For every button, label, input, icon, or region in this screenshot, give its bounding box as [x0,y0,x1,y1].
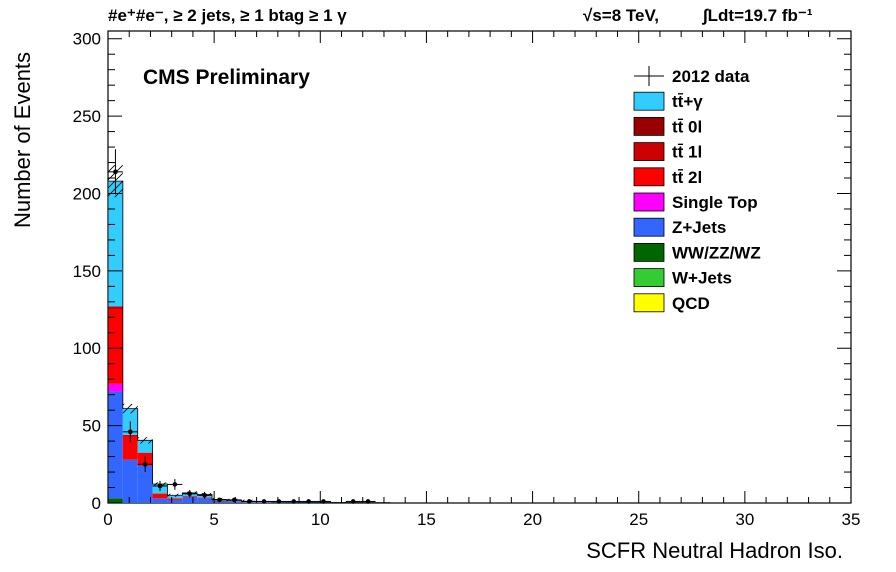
legend-entry-7: WW/ZZ/WZ [633,242,761,262]
data-point-2 [137,456,153,473]
data-point-3 [152,480,168,492]
legend-entry-0: 2012 data [634,66,750,86]
y-axis-title: Number of Events [10,52,35,228]
x-tick-label: 0 [103,510,112,529]
legend-label: tt̄ 2l [672,168,702,187]
data-point-9 [241,499,257,504]
y-axis-ticks: 0 50 100 150 200 250 300 [73,30,851,513]
data-point-6 [197,491,213,499]
bar-z-jets-6 [197,498,213,503]
bar-z-jets-8 [226,501,242,503]
data-point-4 [167,479,183,490]
legend-entry-5: Single Top [633,192,758,212]
plot-frame [107,30,852,504]
legend-label: tt̄+γ [672,92,703,111]
bar-single-top-0 [108,383,123,392]
legend-label: QCD [672,294,710,313]
legend-entry-6: Z+Jets [633,217,726,237]
legend-label: 2012 data [672,67,750,86]
data-point-15 [345,499,361,504]
legend-entry-9: QCD [633,293,710,313]
legend-label: tt̄ 0l [672,117,702,136]
legend-entry-1: tt̄+γ [633,91,703,111]
x-tick-label: 5 [209,510,218,529]
legend-label: tt̄ 1l [672,143,702,162]
x-tick-label: 35 [842,510,861,529]
y-tick-label: 0 [92,494,101,513]
luminosity-label: ∫Ldt=19.7 fb⁻¹ [701,6,813,25]
bar-z-jets-5 [182,496,198,503]
legend-label: WW/ZZ/WZ [672,243,761,262]
legend-label: W+Jets [672,269,732,288]
bar-tt-1l-2 [137,452,153,454]
bar-z-jets-7 [212,501,227,503]
y-tick-label: 150 [73,262,101,281]
energy-label: √s=8 TeV, [583,6,659,25]
x-tick-label: 15 [417,510,436,529]
legend-entry-2: tt̄ 0l [633,117,702,136]
bar-z-jets-0 [108,391,123,499]
legend-label: Single Top [672,193,758,212]
x-tick-label: 25 [629,510,648,529]
stacked-bars [107,180,391,504]
bar-tt-2l-1 [122,436,138,460]
legend: 2012 data tt̄+γ tt̄ 0l tt̄ 1l tt̄ 2l Single T… [633,66,761,313]
y-tick-label: 50 [82,417,101,436]
x-tick-label: 30 [735,510,754,529]
data-point-5 [182,489,198,498]
x-axis-ticks: 0 5 10 15 20 25 30 35 [103,31,860,529]
x-tick-label: 20 [523,510,542,529]
bar-tt-1l-0 [108,306,123,310]
legend-entry-4: tt̄ 2l [633,167,702,187]
legend-entry-8: W+Jets [633,268,732,288]
bar-z-jets-3 [152,498,168,503]
bar-tt-2l-3 [152,493,168,499]
bar-tt-2l-0 [108,309,123,384]
x-tick-label: 10 [311,510,330,529]
data-points [108,149,376,504]
y-tick-label: 100 [73,339,101,358]
data-point-10 [256,499,272,504]
bar-z-jets-1 [122,459,138,503]
selection-label: #e⁺#e⁻, ≥ 2 jets, ≥ 1 btag ≥ 1 γ [108,6,347,25]
bar-tt-2l-4 [167,498,183,500]
uncertainty-band-1 [122,403,138,414]
y-tick-label: 300 [73,30,101,49]
bar-z-jets-2 [137,465,153,503]
data-point-1 [122,421,138,443]
uncertainty-band-4 [167,493,183,497]
legend-entry-3: tt̄ 1l [633,142,702,162]
y-tick-label: 200 [73,184,101,203]
y-tick-label: 250 [73,107,101,126]
uncertainty-band-2 [137,437,153,444]
bar-tt--0 [108,181,123,307]
bar-ww-zz-wz-0 [108,498,123,503]
data-point-13 [301,499,317,504]
data-point-0 [108,149,123,195]
bar-z-jets-4 [167,499,183,503]
legend-label: Z+Jets [672,218,726,237]
data-point-14 [316,499,331,504]
x-axis-title: SCFR Neutral Hadron Iso. [586,538,843,563]
cms-preliminary-label: CMS Preliminary [143,66,310,89]
